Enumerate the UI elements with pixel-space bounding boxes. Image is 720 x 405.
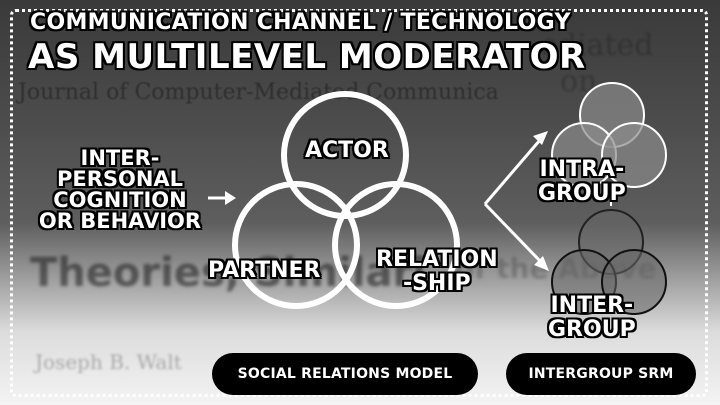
intragroup-circles [551, 82, 667, 206]
relationship-label-line: RELATION [376, 247, 498, 272]
arrow-to-intergroup [483, 202, 543, 264]
actor-label: ACTOR [305, 138, 389, 163]
input-label: INTER- PERSONAL COGNITION OR BEHAVIOR [20, 148, 220, 232]
input-arrow [208, 191, 236, 205]
input-label-line: INTER- [80, 146, 160, 170]
input-label-line: PERSONAL [56, 167, 184, 191]
intragroup-label-line: GROUP [538, 181, 626, 206]
intergroup-srm-button[interactable]: INTERGROUP SRM [506, 353, 696, 395]
title-line-2: AS MULTILEVEL MODERATOR [28, 37, 586, 77]
arrow-to-intragroup [483, 139, 542, 205]
partner-label: PARTNER [208, 258, 321, 283]
dotted-border [10, 9, 708, 397]
intergroup-circles [551, 209, 667, 315]
arrow-head-intergroup [534, 256, 549, 271]
background-theories-text: Theories, Similari [30, 250, 426, 296]
title-line-1: COMMUNICATION CHANNEL / TECHNOLOGY [30, 10, 571, 35]
intergroup-circle-right [601, 249, 667, 315]
input-label-line: COGNITION [53, 188, 187, 212]
arrow-head-intragroup [533, 131, 548, 145]
background-journal-text: Journal of Computer-Mediated Communica [18, 80, 499, 105]
intragroup-circle-right [601, 122, 667, 188]
relationship-label-line: -SHIP [402, 271, 471, 296]
intragroup-label: INTRA- GROUP [538, 158, 626, 206]
background-author-text: Joseph B. Walt [35, 350, 182, 374]
intragroup-label-line: INTRA- [539, 157, 625, 182]
social-relations-model-button[interactable]: SOCIAL RELATIONS MODEL [212, 353, 478, 395]
background-corner-text-1: ediated [540, 28, 654, 63]
relationship-label: RELATION -SHIP [376, 248, 498, 296]
input-arrow-head [225, 191, 236, 205]
intergroup-label: INTER- GROUP [548, 294, 636, 342]
intergroup-label-line: INTER- [550, 293, 634, 318]
relationship-circle [332, 181, 460, 309]
branch-arrows [483, 131, 549, 271]
partner-circle [232, 181, 360, 309]
intergroup-label-line: GROUP [548, 317, 636, 342]
input-label-line: OR BEHAVIOR [38, 209, 202, 233]
